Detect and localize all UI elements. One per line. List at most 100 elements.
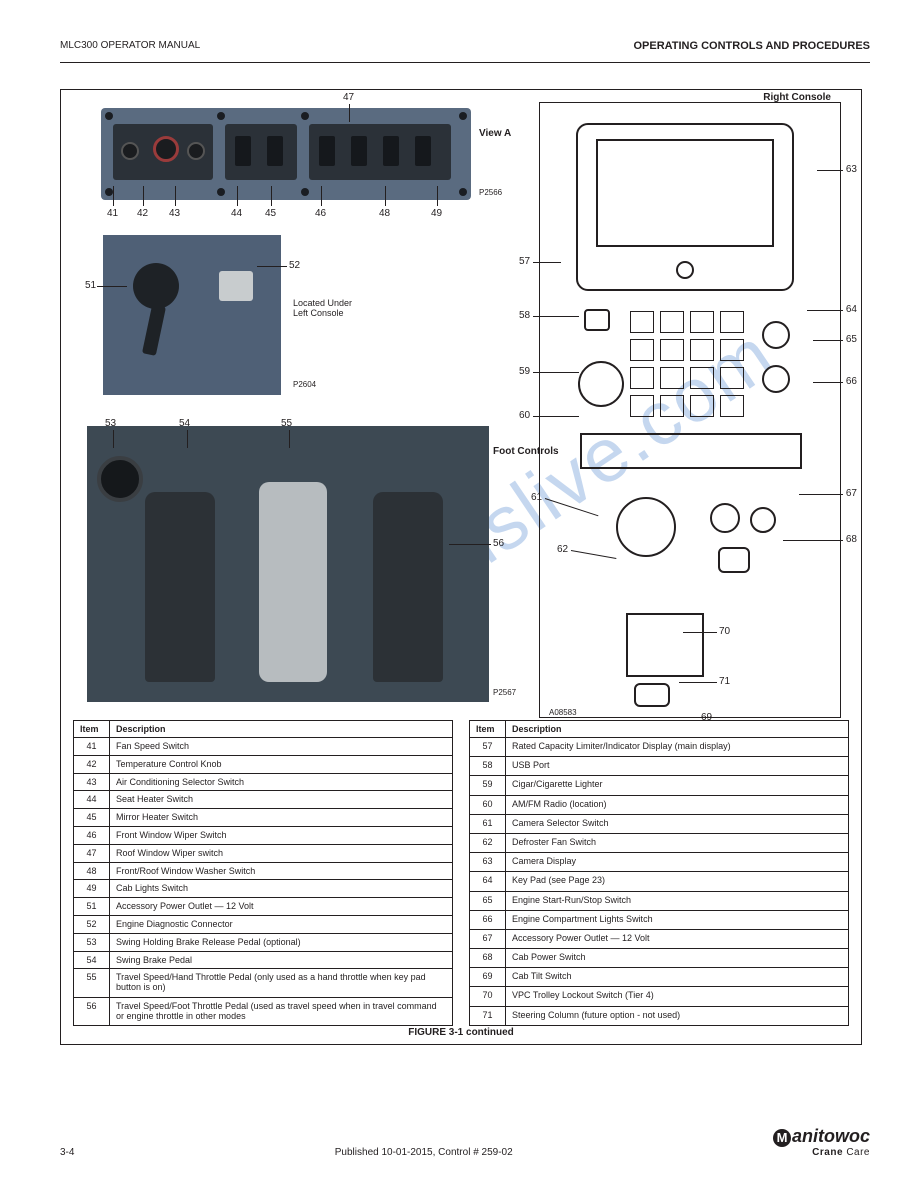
callout-53: 53 xyxy=(105,418,116,429)
callout-59: 59 xyxy=(519,366,530,377)
callout-61: 61 xyxy=(531,492,542,503)
cell-desc: AM/FM Radio (location) xyxy=(506,795,849,814)
cell-desc: Cigar/Cigarette Lighter xyxy=(506,776,849,795)
cell-desc: Front Window Wiper Switch xyxy=(110,826,453,844)
table-row: 53Swing Holding Brake Release Pedal (opt… xyxy=(74,933,453,951)
ref-p2567: P2567 xyxy=(493,688,516,697)
ref-p2604: P2604 xyxy=(293,380,316,389)
table-row: 51Accessory Power Outlet — 12 Volt xyxy=(74,898,453,916)
cell-desc: Roof Window Wiper switch xyxy=(110,844,453,862)
cell-desc: Camera Selector Switch xyxy=(506,814,849,833)
table-right: Item Description 57Rated Capacity Limite… xyxy=(469,720,849,1026)
table-row: 42Temperature Control Knob xyxy=(74,755,453,773)
top-rule xyxy=(60,62,870,63)
table-row: 69Cab Tilt Switch xyxy=(470,968,849,987)
callout-41: 41 xyxy=(107,208,118,219)
right-console-label: Right Console xyxy=(763,92,831,103)
table-row: 57Rated Capacity Limiter/Indicator Displ… xyxy=(470,738,849,757)
cell-desc: Engine Start-Run/Stop Switch xyxy=(506,891,849,910)
callout-51: 51 xyxy=(85,280,96,291)
switch-panel-photo xyxy=(101,108,471,200)
cell-desc: Cab Tilt Switch xyxy=(506,968,849,987)
callout-70: 70 xyxy=(719,626,730,637)
table-row: 52Engine Diagnostic Connector xyxy=(74,915,453,933)
cell-item: 48 xyxy=(74,862,110,880)
cell-desc: Temperature Control Knob xyxy=(110,755,453,773)
cell-item: 47 xyxy=(74,844,110,862)
table-row: 65Engine Start-Run/Stop Switch xyxy=(470,891,849,910)
callout-63: 63 xyxy=(846,164,857,175)
table-row: 64Key Pad (see Page 23) xyxy=(470,872,849,891)
table-row: 59Cigar/Cigarette Lighter xyxy=(470,776,849,795)
callout-52: 52 xyxy=(289,260,300,271)
table-row: 47Roof Window Wiper switch xyxy=(74,844,453,862)
callout-42: 42 xyxy=(137,208,148,219)
th-item: Item xyxy=(470,721,506,738)
callout-57: 57 xyxy=(519,256,530,267)
th-desc: Description xyxy=(506,721,849,738)
cell-desc: Accessory Power Outlet — 12 Volt xyxy=(110,898,453,916)
callout-65: 65 xyxy=(846,334,857,345)
callout-54: 54 xyxy=(179,418,190,429)
callout-49: 49 xyxy=(431,208,442,219)
callout-56: 56 xyxy=(493,538,504,549)
brand-sub-rest: Care xyxy=(846,1147,870,1158)
brand-text: anitowoc xyxy=(792,1126,870,1146)
callout-66: 66 xyxy=(846,376,857,387)
header-right: OPERATING CONTROLS AND PROCEDURES xyxy=(633,40,870,52)
cell-item: 65 xyxy=(470,891,506,910)
table-row: 46Front Window Wiper Switch xyxy=(74,826,453,844)
cell-item: 70 xyxy=(470,987,506,1006)
cell-item: 55 xyxy=(74,969,110,997)
keypad-block xyxy=(630,311,748,419)
brand-logo: Manitowoc Crane Care xyxy=(773,1126,870,1158)
cell-item: 71 xyxy=(470,1006,506,1025)
callout-64: 64 xyxy=(846,304,857,315)
cell-item: 51 xyxy=(74,898,110,916)
table-row: 63Camera Display xyxy=(470,853,849,872)
cell-item: 54 xyxy=(74,951,110,969)
table-row: 45Mirror Heater Switch xyxy=(74,809,453,827)
figure-caption: FIGURE 3-1 continued xyxy=(61,1027,861,1038)
cell-desc: Front/Roof Window Washer Switch xyxy=(110,862,453,880)
view-a-label: View A xyxy=(479,128,511,139)
table-row: 55Travel Speed/Hand Throttle Pedal (only… xyxy=(74,969,453,997)
cell-item: 61 xyxy=(470,814,506,833)
brand-sub-bold: Crane xyxy=(812,1147,843,1158)
table-row: 43Air Conditioning Selector Switch xyxy=(74,773,453,791)
cell-desc: Key Pad (see Page 23) xyxy=(506,872,849,891)
cell-item: 58 xyxy=(470,757,506,776)
callout-68: 68 xyxy=(846,534,857,545)
callout-58: 58 xyxy=(519,310,530,321)
table-row: 49Cab Lights Switch xyxy=(74,880,453,898)
cell-desc: Air Conditioning Selector Switch xyxy=(110,773,453,791)
connector-photo xyxy=(103,235,281,395)
cell-item: 42 xyxy=(74,755,110,773)
cell-item: 46 xyxy=(74,826,110,844)
cell-desc: VPC Trolley Lockout Switch (Tier 4) xyxy=(506,987,849,1006)
callout-55: 55 xyxy=(281,418,292,429)
cell-item: 64 xyxy=(470,872,506,891)
cell-desc: Rated Capacity Limiter/Indicator Display… xyxy=(506,738,849,757)
table-row: 61Camera Selector Switch xyxy=(470,814,849,833)
cell-item: 63 xyxy=(470,853,506,872)
cell-desc: Mirror Heater Switch xyxy=(110,809,453,827)
th-item: Item xyxy=(74,721,110,738)
cell-item: 52 xyxy=(74,915,110,933)
callout-48: 48 xyxy=(379,208,390,219)
callout-43: 43 xyxy=(169,208,180,219)
table-row: 66Engine Compartment Lights Switch xyxy=(470,910,849,929)
pedals-photo xyxy=(87,426,489,702)
table-left: Item Description 41Fan Speed Switch42Tem… xyxy=(73,720,453,1026)
table-row: 71Steering Column (future option - not u… xyxy=(470,1006,849,1025)
cell-item: 57 xyxy=(470,738,506,757)
index-tables: Item Description 41Fan Speed Switch42Tem… xyxy=(73,720,849,1026)
cell-item: 41 xyxy=(74,738,110,756)
callout-46: 46 xyxy=(315,208,326,219)
cell-item: 66 xyxy=(470,910,506,929)
cell-item: 68 xyxy=(470,949,506,968)
callout-67: 67 xyxy=(846,488,857,499)
table-row: 58USB Port xyxy=(470,757,849,776)
cell-desc: Camera Display xyxy=(506,853,849,872)
publish-info: Published 10-01-2015, Control # 259-02 xyxy=(335,1147,513,1158)
